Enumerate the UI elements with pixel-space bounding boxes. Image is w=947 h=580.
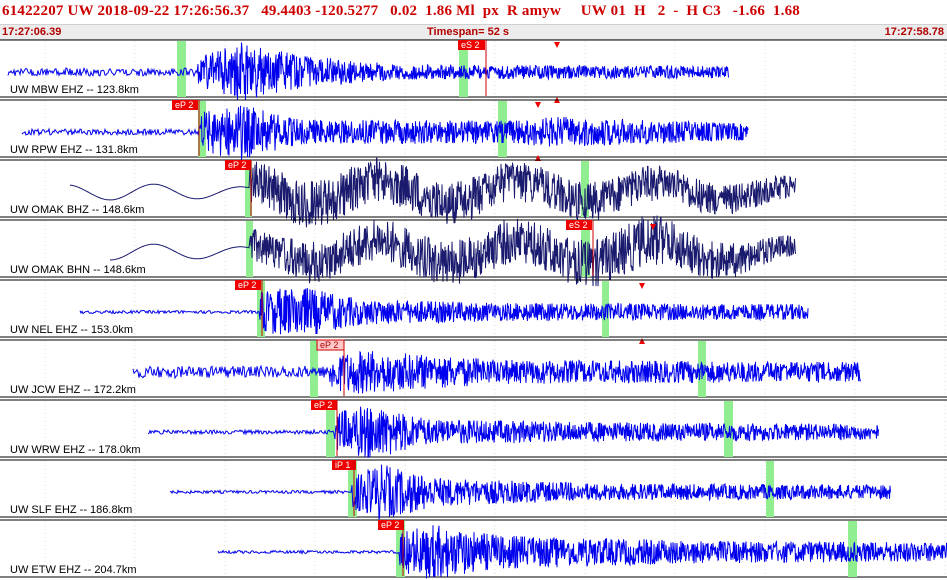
phase-pick-flag[interactable] (566, 220, 592, 230)
pick-window (310, 341, 318, 397)
station-label: UW NEL EHZ -- 153.0km (10, 324, 133, 336)
trace-panel[interactable]: eP 2 UW RPW EHZ -- 131.8km (0, 99, 947, 161)
predicted-arrival-marker-down (535, 102, 541, 108)
end-time: 17:27:58.78 (884, 26, 944, 38)
station-label: UW OMAK BHZ -- 148.6km (10, 204, 144, 216)
phase-pick-label: eP 2 (320, 340, 338, 350)
seismogram-panels[interactable]: eS 2 UW MBW EHZ -- 123.8km eP 2 UW RPW EHZ … (0, 38, 947, 580)
phase-pick-flag[interactable] (378, 520, 404, 530)
pick-window (848, 521, 857, 577)
predicted-arrival-marker-up (639, 338, 645, 344)
phase-pick-flag[interactable] (332, 460, 356, 470)
station-label: UW MBW EHZ -- 123.8km (10, 84, 139, 96)
predicted-arrival-marker-down (554, 42, 560, 48)
waveform-trace[interactable] (21, 105, 749, 160)
station-label: UW WRW EHZ -- 178.0km (10, 444, 141, 456)
trace-panel[interactable]: eP 2 UW OMAK BHZ -- 148.6km (0, 157, 947, 228)
station-label: UW JCW EHZ -- 172.2km (10, 384, 136, 396)
pick-window (246, 221, 253, 277)
phase-pick-label: eP 2 (314, 400, 332, 410)
waveform-trace[interactable] (110, 215, 796, 287)
phase-pick-label: eP 2 (238, 280, 256, 290)
station-label: UW OMAK BHN -- 148.6km (10, 264, 146, 276)
phase-pick-flag[interactable] (311, 400, 337, 410)
station-label: UW RPW EHZ -- 131.8km (10, 144, 138, 156)
phase-pick-flag[interactable] (458, 40, 485, 50)
trace-panel[interactable]: eP 2 UW WRW EHZ -- 178.0km (0, 399, 947, 459)
predicted-arrival-marker-down (639, 283, 645, 289)
timespan-value: 52 s (487, 26, 510, 38)
waveform-trace[interactable] (132, 350, 861, 394)
phase-pick-flag[interactable] (235, 280, 261, 290)
trace-panel[interactable]: iP 1 UW SLF EHZ -- 186.8km (0, 459, 947, 520)
waveform-trace[interactable] (169, 464, 891, 520)
waveform-trace[interactable] (7, 42, 729, 101)
waveform-trace[interactable] (79, 288, 809, 335)
trace-panel[interactable]: eP 2 UW NEL EHZ -- 153.0km (0, 279, 947, 344)
start-time: 17:27:06.39 (2, 26, 62, 38)
trace-panel[interactable]: eS 2 UW OMAK BHN -- 148.6km (0, 215, 947, 287)
trace-panel[interactable]: eS 2 UW MBW EHZ -- 123.8km (0, 39, 947, 103)
phase-pick-flag[interactable] (225, 160, 251, 170)
station-label: UW SLF EHZ -- 186.8km (10, 504, 132, 516)
phase-pick-label: eS 2 (461, 40, 480, 50)
phase-pick-flag[interactable] (172, 100, 198, 110)
phase-pick-label: eP 2 (175, 100, 193, 110)
phase-pick-label: eP 2 (228, 160, 246, 170)
seismogram-canvas[interactable]: eS 2 UW MBW EHZ -- 123.8km eP 2 UW RPW EHZ … (0, 38, 947, 580)
phase-pick-label: iP 1 (335, 460, 350, 470)
timespan-label: Timespan= (427, 26, 485, 38)
event-summary-line: 61422207 UW 2018-09-22 17:26:56.37 49.44… (2, 3, 800, 19)
trace-panel[interactable]: eP 2 UW JCW EHZ -- 172.2km (0, 339, 947, 398)
pick-window (245, 161, 252, 217)
waveform-trace[interactable] (69, 157, 796, 228)
predicted-arrival-marker-down (650, 224, 656, 230)
timespan: Timespan= 52 s (427, 26, 509, 38)
pick-window (724, 401, 733, 457)
pick-window (177, 41, 186, 97)
waveform-trace[interactable] (217, 525, 947, 579)
station-label: UW ETW EHZ -- 204.7km (10, 564, 137, 576)
event-header: 61422207 UW 2018-09-22 17:26:56.37 49.44… (0, 0, 947, 40)
pick-window (326, 401, 335, 457)
phase-pick-label: eS 2 (569, 220, 588, 230)
phase-pick-label: eP 2 (381, 520, 399, 530)
waveform-trace[interactable] (147, 406, 879, 459)
trace-panel[interactable]: eP 2 UW ETW EHZ -- 204.7km (0, 519, 947, 579)
